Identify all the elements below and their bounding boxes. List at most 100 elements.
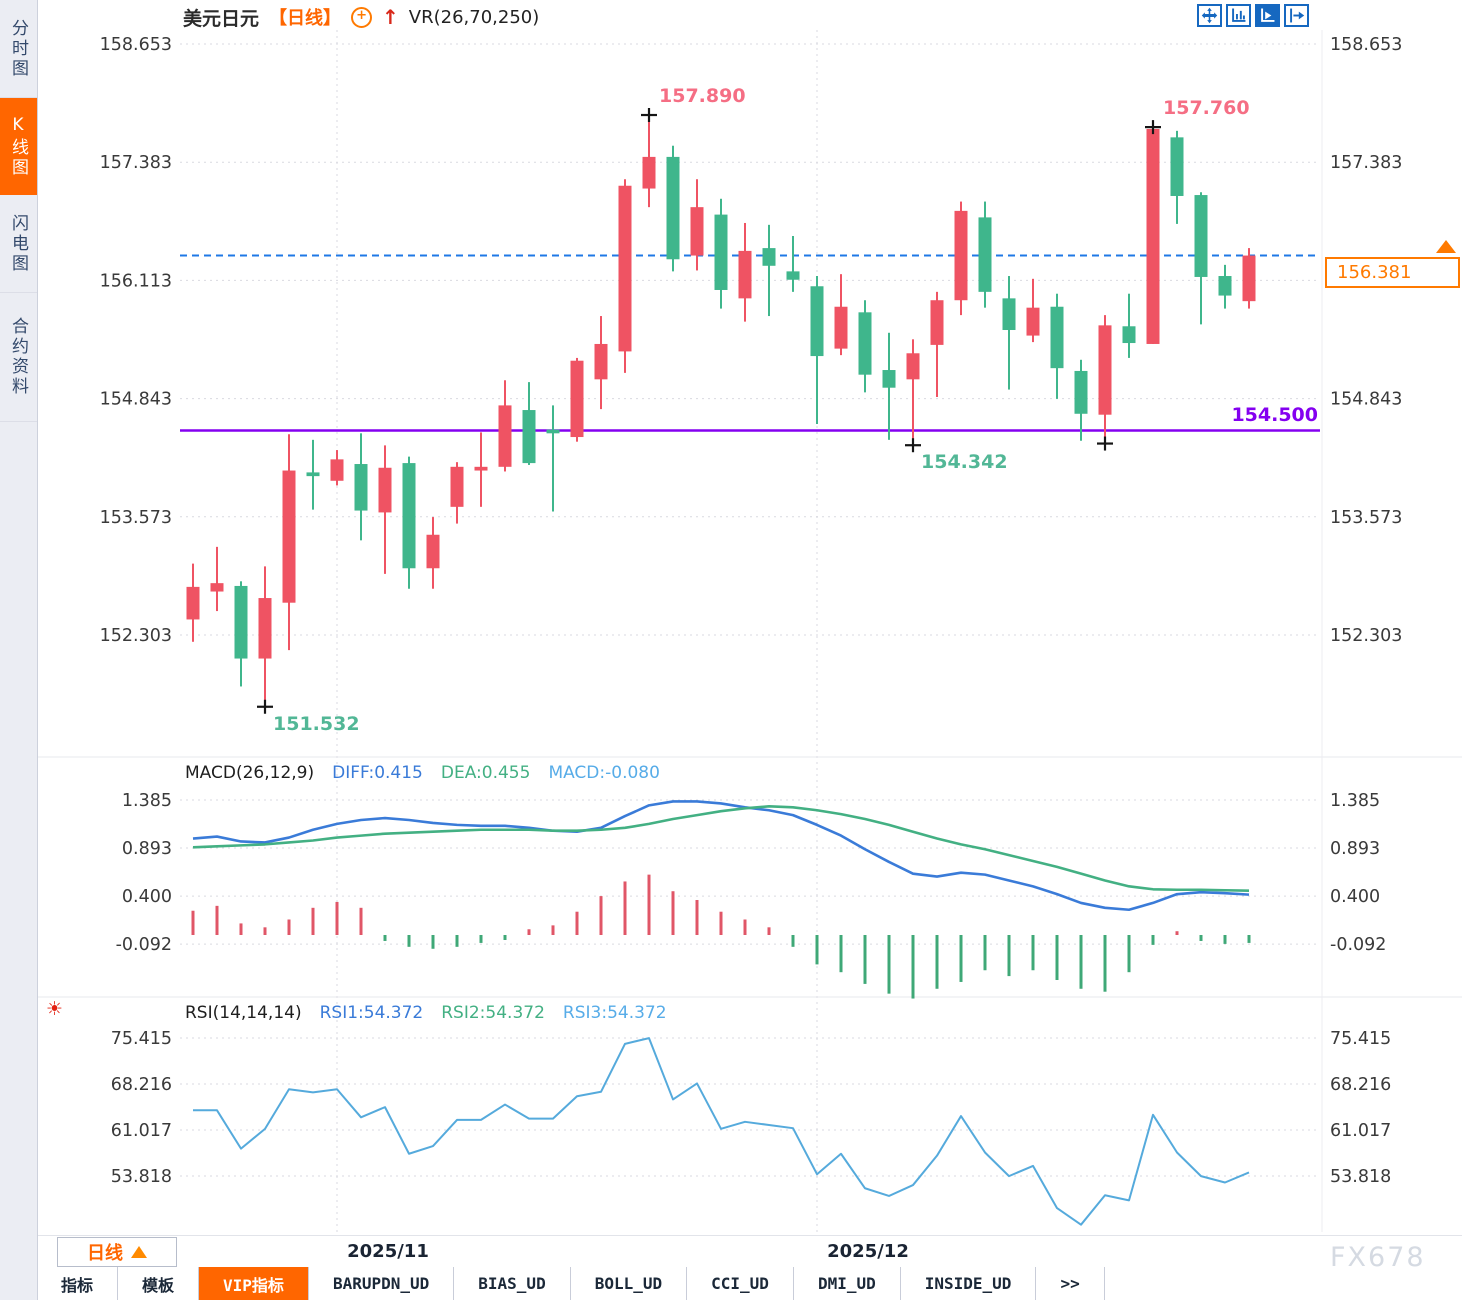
axis-label: 0.400 — [122, 887, 172, 907]
candle-body — [690, 207, 704, 256]
tab-indicator[interactable]: VIP指标 — [199, 1267, 309, 1300]
axis-label: 156.113 — [100, 271, 172, 291]
candle-body — [522, 410, 536, 464]
period-selector[interactable]: 日线 — [57, 1237, 177, 1267]
period-tag: 【日线】 — [269, 8, 342, 29]
candle-body — [906, 353, 920, 380]
rsi3-value: RSI3:54.372 — [562, 1003, 667, 1023]
sidebar-item-view[interactable]: 合约资料 — [0, 293, 37, 422]
candle-body — [306, 472, 320, 477]
candle-body — [258, 598, 272, 659]
axis-label: 158.653 — [1330, 35, 1402, 55]
axis-label: 154.843 — [100, 390, 172, 410]
axis-label: 1.385 — [122, 791, 172, 811]
candle-body — [426, 534, 440, 569]
add-indicator-icon[interactable]: + — [351, 6, 373, 28]
time-axis: 日线 2025/11 2025/12 — [37, 1235, 1462, 1269]
tab-indicator[interactable]: BARUPDN_UD — [309, 1267, 455, 1300]
sun-marker-icon: ☀ — [46, 998, 64, 1020]
candle-body — [570, 360, 584, 438]
axis-label: -0.092 — [1330, 935, 1386, 955]
axis-label: 1.385 — [1330, 791, 1380, 811]
auto-scale-icon[interactable] — [1255, 4, 1280, 27]
axis-label: 153.573 — [1330, 508, 1402, 528]
axis-scale-icon[interactable] — [1226, 4, 1251, 27]
candle-body — [354, 464, 368, 511]
pan-icon[interactable] — [1197, 4, 1222, 27]
axis-label: 0.893 — [1330, 839, 1380, 859]
axis-label: 157.383 — [1330, 153, 1402, 173]
rsi-title: RSI(14,14,14) — [185, 1003, 302, 1023]
sidebar-item-view[interactable]: 闪电图 — [0, 195, 37, 293]
sidebar-item-view[interactable]: 分时图 — [0, 0, 37, 98]
axis-label: 68.216 — [1330, 1075, 1391, 1095]
candle-body — [1026, 307, 1040, 336]
support-line-label: 154.500 — [1231, 404, 1318, 426]
axis-label: 68.216 — [111, 1075, 172, 1095]
macd-dea-line — [192, 805, 1250, 893]
current-price-marker-icon — [1436, 240, 1456, 253]
candle-body — [210, 583, 224, 592]
candle-body — [714, 214, 728, 290]
candle-body — [1242, 255, 1256, 302]
candle-body — [1122, 326, 1136, 344]
candle-body — [1146, 128, 1160, 344]
candle-body — [594, 343, 608, 380]
axis-label: 154.843 — [1330, 390, 1402, 410]
candle-body — [810, 286, 824, 357]
tabs-overflow-button[interactable]: >> — [1036, 1267, 1105, 1300]
axis-label: 61.017 — [1330, 1121, 1391, 1141]
axis-label: 157.383 — [100, 153, 172, 173]
tab-indicator[interactable]: INSIDE_UD — [901, 1267, 1037, 1300]
candle-body — [786, 271, 800, 280]
chart-header: 美元日元 【日线】 + ↑ VR(26,70,250) — [183, 2, 539, 32]
candle-body — [1194, 195, 1208, 277]
jump-latest-icon[interactable] — [1284, 4, 1309, 27]
axis-label: 153.573 — [100, 508, 172, 528]
tab-indicator[interactable]: CCI_UD — [687, 1267, 794, 1300]
candle-body — [474, 466, 488, 471]
axis-label: 75.415 — [111, 1029, 172, 1049]
chevron-up-icon — [131, 1246, 147, 1258]
candle-body — [1098, 325, 1112, 415]
candle-body — [930, 300, 944, 345]
axis-label: 158.653 — [100, 35, 172, 55]
macd-legend: MACD(26,12,9) DIFF:0.415 DEA:0.455 MACD:… — [185, 763, 660, 783]
candle-body — [330, 459, 344, 481]
tab-indicator[interactable]: BOLL_UD — [571, 1267, 688, 1300]
time-axis-label: 2025/11 — [347, 1241, 429, 1262]
axis-label: 0.400 — [1330, 887, 1380, 907]
macd-hist-value: MACD:-0.080 — [548, 763, 660, 783]
tab-indicator[interactable]: BIAS_UD — [454, 1267, 571, 1300]
candle-body — [378, 467, 392, 513]
candle-body — [282, 470, 296, 603]
candle-body — [834, 306, 848, 349]
up-arrow-icon: ↑ — [382, 5, 399, 29]
candle-body — [762, 248, 776, 266]
candle-body — [1050, 306, 1064, 369]
macd-dea-value: DEA:0.455 — [440, 763, 531, 783]
candle-body — [882, 370, 896, 388]
period-selector-label: 日线 — [87, 1243, 123, 1264]
tab-indicator[interactable]: DMI_UD — [794, 1267, 901, 1300]
candle-body — [666, 156, 680, 260]
candle-body — [978, 217, 992, 292]
sidebar-item-active[interactable]: K线图 — [0, 98, 37, 195]
indicator-tabbar: 指标 模板 VIP指标 BARUPDN_UD BIAS_UD BOLL_UD CCI_UD D… — [37, 1267, 1462, 1300]
macd-diff-line — [192, 800, 1250, 912]
time-axis-label: 2025/12 — [827, 1241, 909, 1262]
axis-label: 152.303 — [100, 626, 172, 646]
candle-body — [618, 185, 632, 352]
tab-indicator[interactable]: 指标 — [37, 1267, 119, 1300]
axis-label: 0.893 — [122, 839, 172, 859]
symbol-title: 美元日元 — [183, 7, 260, 30]
axis-label: -0.092 — [116, 935, 172, 955]
candle-body — [954, 210, 968, 301]
rsi-legend: RSI(14,14,14) RSI1:54.372 RSI2:54.372 RS… — [185, 1003, 667, 1023]
candle-body — [234, 585, 248, 659]
tab-indicator[interactable]: 模板 — [118, 1267, 200, 1300]
axis-label: 61.017 — [111, 1121, 172, 1141]
macd-diff-value: DIFF:0.415 — [332, 763, 423, 783]
